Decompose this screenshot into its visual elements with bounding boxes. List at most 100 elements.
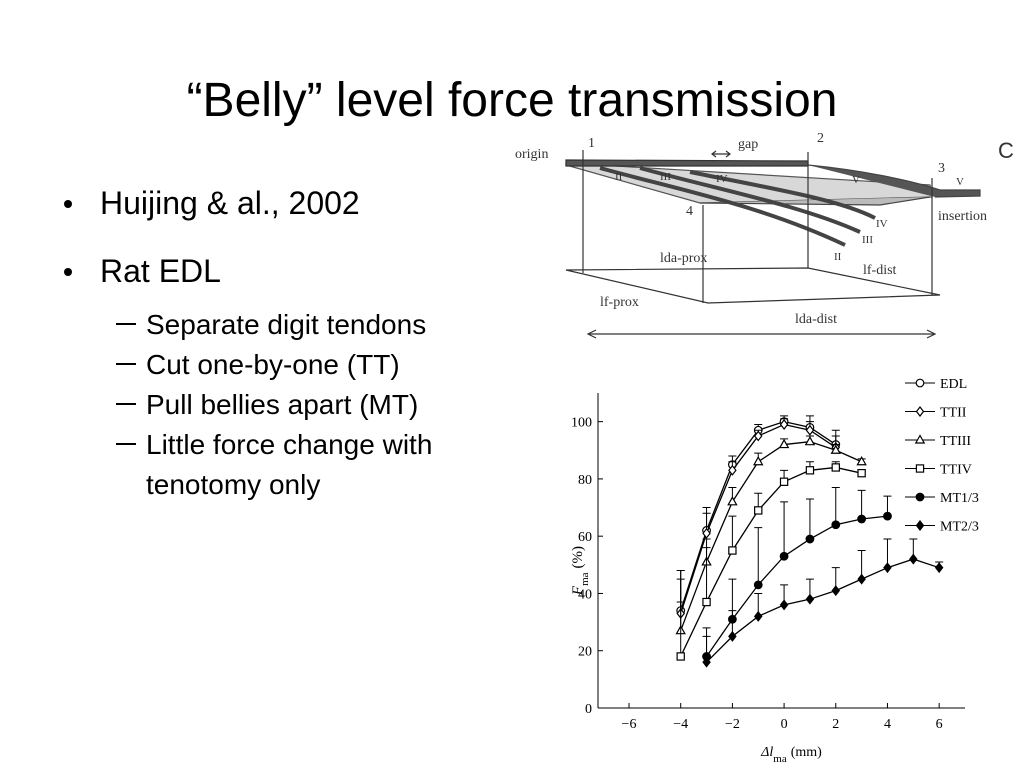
error-bar [805,498,814,540]
legend-label: MT1/3 [940,491,979,506]
diagram-label: lf-dist [863,263,897,278]
error-bar [780,501,789,557]
diagram-label: lda-prox [660,251,707,266]
legend-label: MT2/3 [940,520,979,535]
tendon-iv [689,170,876,220]
error-bar [857,489,866,519]
legend-marker [914,434,926,444]
diagram-label: origin [515,147,548,162]
gap-arrow [711,150,731,158]
series-line [680,441,862,631]
error-bar [676,570,685,657]
muscle-diagram: origin 1 gap 2 3 C II III IV V V 4 IV II… [515,131,1014,339]
legend-label: TTII [940,406,967,421]
legend-marker [915,520,925,531]
diagram-label: III [660,171,671,183]
error-bar [702,547,711,603]
marker [805,534,815,544]
marker [805,424,815,436]
series-line [680,466,862,657]
legend-label: TTIV [940,463,972,478]
sub-bullet-text: Little force change with [146,429,432,460]
diagram-label: lda-dist [795,312,837,327]
y-tick-label: 40 [578,587,592,602]
bullet-dot [64,200,72,208]
distal-aponeurosis [699,196,931,206]
slide-title: “Belly” level force transmission [187,74,838,127]
marker [753,430,763,442]
marker [883,511,892,521]
x-tick-label: 2 [832,717,839,732]
diagram-label: 4 [686,204,693,219]
legend-marker [915,406,925,417]
diagram-label: 1 [588,136,595,151]
tendon-iii [639,166,861,234]
diagram-label: III [862,234,873,246]
marker [778,438,790,449]
y-axis-label: Fma (%) [570,546,591,596]
marker [779,599,789,611]
marker [857,573,866,585]
error-bar [831,487,840,525]
legend-marker [915,492,925,502]
x-axis-label: Δlma (mm) [760,745,822,765]
error-bar [754,527,763,585]
marker [728,546,737,555]
legend-label: EDL [940,377,967,392]
diagram-label: 3 [938,161,945,176]
marker [753,580,763,590]
sub-bullet-text: Pull bellies apart (MT) [146,389,418,420]
marker [831,585,841,597]
bullet-dot [64,268,72,276]
legend-marker [915,464,925,473]
marker [676,652,685,661]
x-tick-label: 4 [884,717,891,732]
x-axis-label-part: (mm) [791,745,822,760]
marker [779,551,789,561]
x-tick-label: −4 [673,717,688,732]
marker [728,464,737,476]
x-tick-label: 6 [936,717,943,732]
tendon-ii [599,166,846,247]
marker [909,553,918,565]
y-tick-label: 0 [585,702,592,717]
x-axis-label-part: Δl [760,745,773,760]
tendon [807,164,981,198]
series-line [706,558,940,663]
y-tick-label: 80 [578,473,592,488]
marker [804,435,816,446]
marker [754,506,763,515]
marker [779,477,789,486]
arrow-heads [586,329,937,339]
legend-label: TTIII [940,434,971,449]
marker [934,562,944,574]
marker [830,444,841,454]
marker [727,496,738,506]
diagram-label: IV [716,173,728,185]
diagram-label: lf-prox [600,295,639,310]
marker [753,455,764,466]
y-axis-label-part: ma [579,572,591,586]
marker [779,419,789,430]
marker [805,593,815,605]
panel-letter: C [998,138,1014,163]
diagram-label: insertion [938,209,987,224]
marker [702,527,711,539]
marker [857,468,866,478]
y-axis-label-part: (%) [570,546,586,569]
marker [831,463,840,472]
diagram-label: V [956,176,964,188]
marker [831,520,841,530]
baseline-frame [565,267,941,304]
series-line [706,515,888,657]
diagram-label: V [852,174,860,186]
x-axis-label-part: ma [773,753,787,765]
marker [857,514,867,524]
diagram-label: II [615,171,623,183]
marker [856,455,867,466]
x-tick-label: −6 [622,717,637,732]
marker [702,597,711,607]
